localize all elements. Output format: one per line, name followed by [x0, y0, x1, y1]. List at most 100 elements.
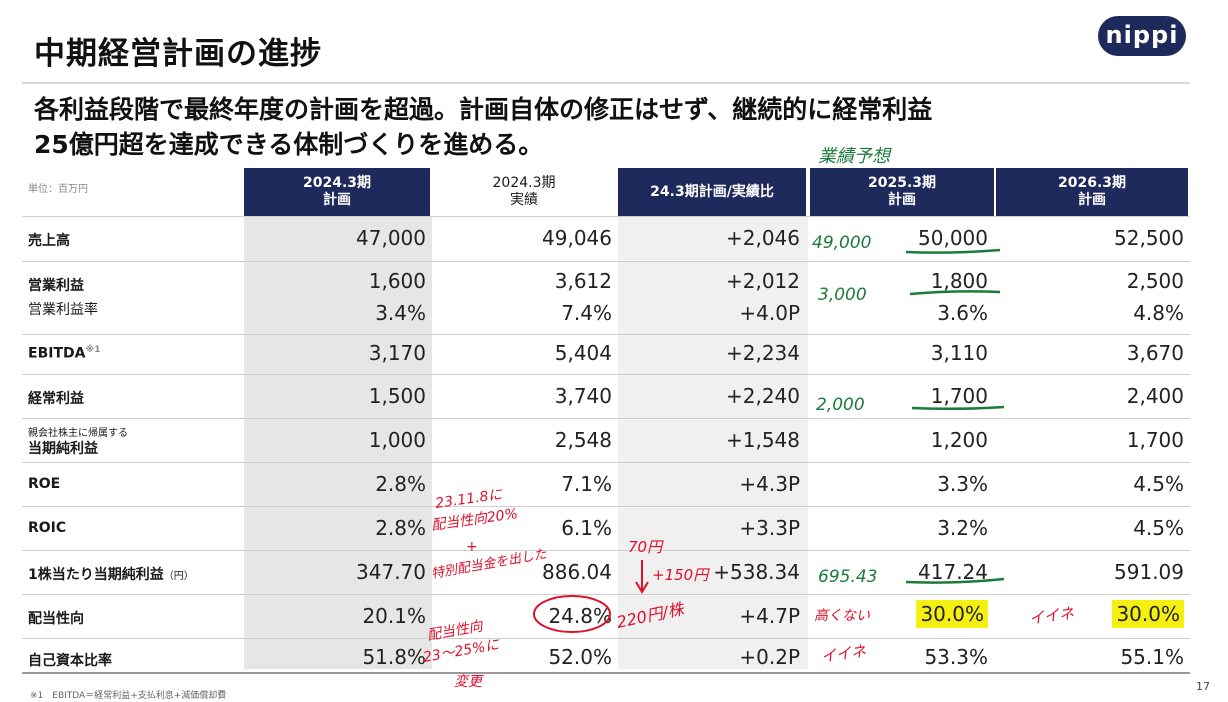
ink-circle [533, 595, 611, 633]
cell: 3,740 [554, 384, 612, 408]
cell: 51.8% [362, 645, 426, 669]
header-plan-actual-ratio: 24.3期計画/実績比 [618, 168, 806, 216]
row-label-roe: ROE [28, 476, 61, 492]
title-divider [22, 82, 1190, 84]
table-row [22, 418, 1190, 463]
cell: 3,612 [554, 269, 612, 293]
headline-line-2: 25億円超を達成できる体制づくりを進める。 [34, 130, 544, 159]
cell: 4.8% [1133, 301, 1184, 325]
table-row [22, 216, 1190, 262]
row-label-ordinary-profit: 経常利益 [28, 391, 84, 407]
cell: +1,548 [725, 428, 800, 452]
cell: 2.8% [375, 516, 426, 540]
cell: 3.2% [937, 516, 988, 540]
cell: +4.3P [739, 472, 800, 496]
headline: 各利益段階で最終年度の計画を超過。計画自体の修正はせず、継続的に経常利益 25億… [34, 92, 1204, 162]
ink-arrow [635, 560, 649, 594]
ink-note-roic-d: 特別配当金を出した [430, 546, 549, 582]
cell: 24.8% [548, 604, 612, 628]
cell: 886.04 [542, 560, 612, 584]
header-2024-actual: 2024.3期 実績 [432, 168, 616, 216]
table-row [22, 260, 1190, 335]
cell: 20.1% [362, 604, 426, 628]
ink-ordinary-forecast: 2,000 [816, 395, 865, 415]
cell: 47,000 [356, 226, 426, 250]
cell: 50,000 [918, 226, 988, 250]
unit-label: 単位：百万円 [28, 184, 88, 195]
ink-div-70: 70円 [628, 538, 664, 556]
cell: 52,500 [1114, 226, 1184, 250]
cell: +4.7P [739, 604, 800, 628]
ink-underline [905, 577, 1005, 584]
cell: 3,670 [1126, 341, 1184, 365]
cell: 1,600 [368, 269, 426, 293]
cell: 52.0% [548, 645, 612, 669]
cell: +4.0P [739, 301, 800, 325]
cell: 7.4% [561, 301, 612, 325]
nippi-logo: nippi [1098, 16, 1186, 56]
ink-underline [911, 405, 1005, 411]
highlighted-value: 30.0% [916, 600, 988, 628]
cell: 2,400 [1126, 384, 1184, 408]
cell: 3,170 [368, 341, 426, 365]
table-row [22, 506, 1190, 551]
ink-div-150: +150円 [652, 566, 710, 584]
ink-iine-1: イイネ [820, 642, 867, 666]
ink-op-forecast: 3,000 [818, 285, 867, 305]
cell: 7.1% [561, 472, 612, 496]
ink-underline [905, 248, 1001, 254]
row-label-operating-margin: 営業利益率 [28, 302, 98, 318]
row-label-payout-ratio: 配当性向 [28, 611, 84, 627]
cell: +2,046 [725, 226, 800, 250]
ink-eps-forecast: 695.43 [818, 567, 877, 587]
cell: 3,110 [930, 341, 988, 365]
table-row [22, 462, 1190, 507]
cell: 6.1% [561, 516, 612, 540]
cell: 1,800 [930, 269, 988, 293]
ink-sales-forecast: 49,000 [812, 233, 871, 253]
cell: 347.70 [356, 560, 426, 584]
cell: 591.09 [1114, 560, 1184, 584]
cell: 1,700 [930, 384, 988, 408]
table-row [22, 334, 1190, 375]
cell: +2,234 [725, 341, 800, 365]
cell: 2.8% [375, 472, 426, 496]
cell: +2,240 [725, 384, 800, 408]
page-title: 中期経営計画の進捗 [34, 36, 322, 72]
cell: 1,500 [368, 384, 426, 408]
header-2025-plan: 2025.3期 計画 [810, 168, 994, 216]
cell: 30.0% [996, 600, 1184, 628]
cell: +3.3P [739, 516, 800, 540]
col-plan-2024-bg [244, 216, 432, 669]
ink-forecast-title: 業績予想 [818, 146, 892, 167]
page-number: 17 [1196, 680, 1210, 693]
cell: +2,012 [725, 269, 800, 293]
cell: +538.34 [713, 560, 800, 584]
highlighted-value: 30.0% [1112, 600, 1184, 628]
table-row [22, 374, 1190, 419]
cell: 2,500 [1126, 269, 1184, 293]
row-label-net-income: 当期純利益 [28, 441, 98, 457]
row-label-parent-attributable: 親会社株主に帰属する [28, 428, 128, 439]
table-row [22, 550, 1190, 595]
cell: 5,404 [554, 341, 612, 365]
cell: 2,548 [554, 428, 612, 452]
headline-line-1: 各利益段階で最終年度の計画を超過。計画自体の修正はせず、継続的に経常利益 [34, 95, 933, 124]
cell: 1,200 [930, 428, 988, 452]
cell: 3.6% [937, 301, 988, 325]
ink-underline [909, 290, 1001, 296]
row-label-operating-profit: 営業利益 [28, 278, 84, 294]
cell: 4.5% [1133, 516, 1184, 540]
cell: 49,046 [542, 226, 612, 250]
ink-note-roic-c: + [466, 539, 478, 555]
header-2026-plan: 2026.3期 計画 [996, 168, 1188, 216]
ink-takai: 高くない [814, 608, 870, 624]
cell: 4.5% [1133, 472, 1184, 496]
ink-note-roic-a: 23.11.8に [434, 487, 504, 512]
row-label-roic: ROIC [28, 520, 67, 536]
table-row [22, 594, 1190, 639]
cell: 417.24 [918, 560, 988, 584]
ink-iine-2: イイネ [1028, 604, 1075, 628]
ink-div-note-c: 変更 [454, 674, 484, 690]
